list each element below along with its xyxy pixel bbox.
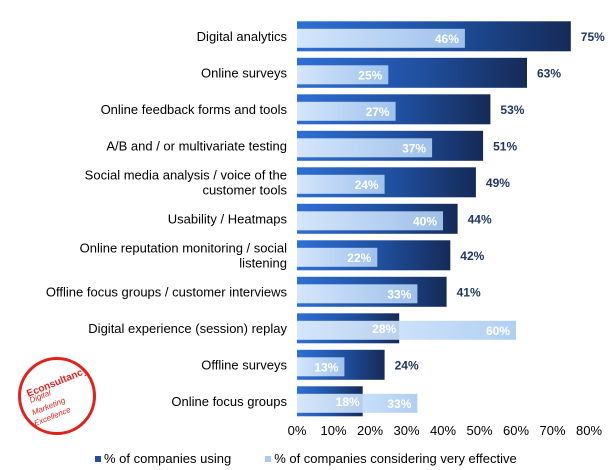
category-label: Digital analytics bbox=[197, 29, 288, 44]
data-label-effective: 25% bbox=[358, 68, 382, 82]
x-tick-label: 80% bbox=[576, 423, 602, 438]
bar-effective bbox=[297, 28, 465, 48]
x-tick-label: 70% bbox=[539, 423, 565, 438]
category-label-line: customer tools bbox=[202, 182, 287, 197]
data-label-using: 18% bbox=[336, 395, 360, 409]
x-tick-label: 40% bbox=[430, 423, 456, 438]
series-effective-bars bbox=[297, 28, 516, 413]
data-label-effective: 22% bbox=[347, 251, 371, 265]
legend-label-using: % of companies using bbox=[104, 451, 232, 466]
category-label: Offline surveys bbox=[201, 357, 287, 372]
legend-item-effective: % of companies considering very effectiv… bbox=[265, 451, 517, 466]
category-label: Online surveys bbox=[201, 65, 287, 80]
legend: % of companies using % of companies cons… bbox=[95, 451, 517, 466]
category-label: Offline focus groups / customer intervie… bbox=[46, 284, 288, 299]
category-label: Social media analysis / voice of the cust… bbox=[85, 167, 288, 197]
econsultancy-logo: Econsultancy Digital Marketing Excellenc… bbox=[18, 357, 96, 435]
data-label-using: 75% bbox=[581, 30, 605, 44]
data-label-effective: 33% bbox=[387, 397, 411, 411]
category-label-line: listening bbox=[239, 255, 287, 270]
category-label-line: Online reputation monitoring / social bbox=[80, 240, 288, 255]
category-label-line: Usability / Heatmaps bbox=[168, 211, 288, 226]
data-label-effective: 24% bbox=[355, 178, 379, 192]
legend-swatch-effective bbox=[265, 455, 272, 462]
data-label-using: 44% bbox=[468, 212, 492, 226]
category-label: Online feedback forms and tools bbox=[101, 102, 288, 117]
category-label: Online focus groups bbox=[171, 394, 287, 409]
category-label: Online reputation monitoring / social lis… bbox=[80, 240, 288, 270]
category-label-line: A/B and / or multivariate testing bbox=[106, 138, 287, 153]
category-label-line: Digital analytics bbox=[197, 29, 288, 44]
x-tick-label: 30% bbox=[393, 423, 419, 438]
legend-label-effective: % of companies considering very effectiv… bbox=[274, 451, 517, 466]
data-label-effective: 27% bbox=[366, 105, 390, 119]
bar-effective bbox=[297, 211, 443, 231]
bar-effective bbox=[297, 174, 385, 194]
bar-effective bbox=[297, 247, 378, 267]
category-label: A/B and / or multivariate testing bbox=[106, 138, 287, 153]
x-tick-label: 60% bbox=[503, 423, 529, 438]
category-labels: Digital analytics Online surveys Online fe… bbox=[46, 29, 288, 409]
data-label-using: 49% bbox=[486, 176, 510, 190]
category-label-line: Digital experience (session) replay bbox=[88, 321, 287, 336]
data-label-using: 24% bbox=[395, 358, 419, 372]
series-using-bars bbox=[297, 21, 571, 417]
data-label-effective: 40% bbox=[413, 214, 437, 228]
category-label: Digital experience (session) replay bbox=[88, 321, 287, 336]
category-label-line: Online surveys bbox=[201, 65, 287, 80]
data-label-effective: 46% bbox=[435, 32, 459, 46]
legend-swatch-using bbox=[95, 455, 101, 462]
data-label-effective: 37% bbox=[402, 141, 426, 155]
x-tick-label: 50% bbox=[466, 423, 492, 438]
x-tick-label: 10% bbox=[320, 423, 346, 438]
bar-effective bbox=[297, 393, 418, 413]
data-label-using: 28% bbox=[372, 322, 396, 336]
data-label-effective: 13% bbox=[314, 360, 338, 374]
data-label-using: 41% bbox=[457, 285, 481, 299]
bar-effective bbox=[297, 320, 516, 340]
category-label-line: Offline surveys bbox=[201, 357, 287, 372]
bar-effective bbox=[297, 357, 345, 377]
category-label-line: Offline focus groups / customer intervie… bbox=[46, 284, 288, 299]
legend-item-using: % of companies using bbox=[95, 451, 231, 466]
category-label: Usability / Heatmaps bbox=[168, 211, 288, 226]
data-label-effective: 33% bbox=[387, 287, 411, 301]
data-label-using: 51% bbox=[493, 139, 517, 153]
category-label-line: Online focus groups bbox=[171, 394, 287, 409]
bar-effective bbox=[297, 65, 389, 85]
data-label-using: 63% bbox=[537, 66, 561, 80]
bar-effective bbox=[297, 138, 433, 158]
data-labels: 46% 75% 25% 63% 27% 53% 37% 51% 24% 49% 40% 44% 22% 4… bbox=[314, 30, 605, 411]
x-tick-label: 20% bbox=[357, 423, 383, 438]
category-label-line: Online feedback forms and tools bbox=[101, 102, 288, 117]
category-label-line: Social media analysis / voice of the bbox=[85, 167, 287, 182]
x-axis: 0% 10% 20% 30% 40% 50% 60% 70% 80% bbox=[288, 423, 603, 438]
bar-effective bbox=[297, 101, 396, 121]
data-label-using: 42% bbox=[460, 249, 484, 263]
data-label-effective: 60% bbox=[486, 324, 510, 338]
bar-effective bbox=[297, 284, 418, 304]
x-tick-label: 0% bbox=[288, 423, 307, 438]
data-label-using: 53% bbox=[500, 103, 524, 117]
